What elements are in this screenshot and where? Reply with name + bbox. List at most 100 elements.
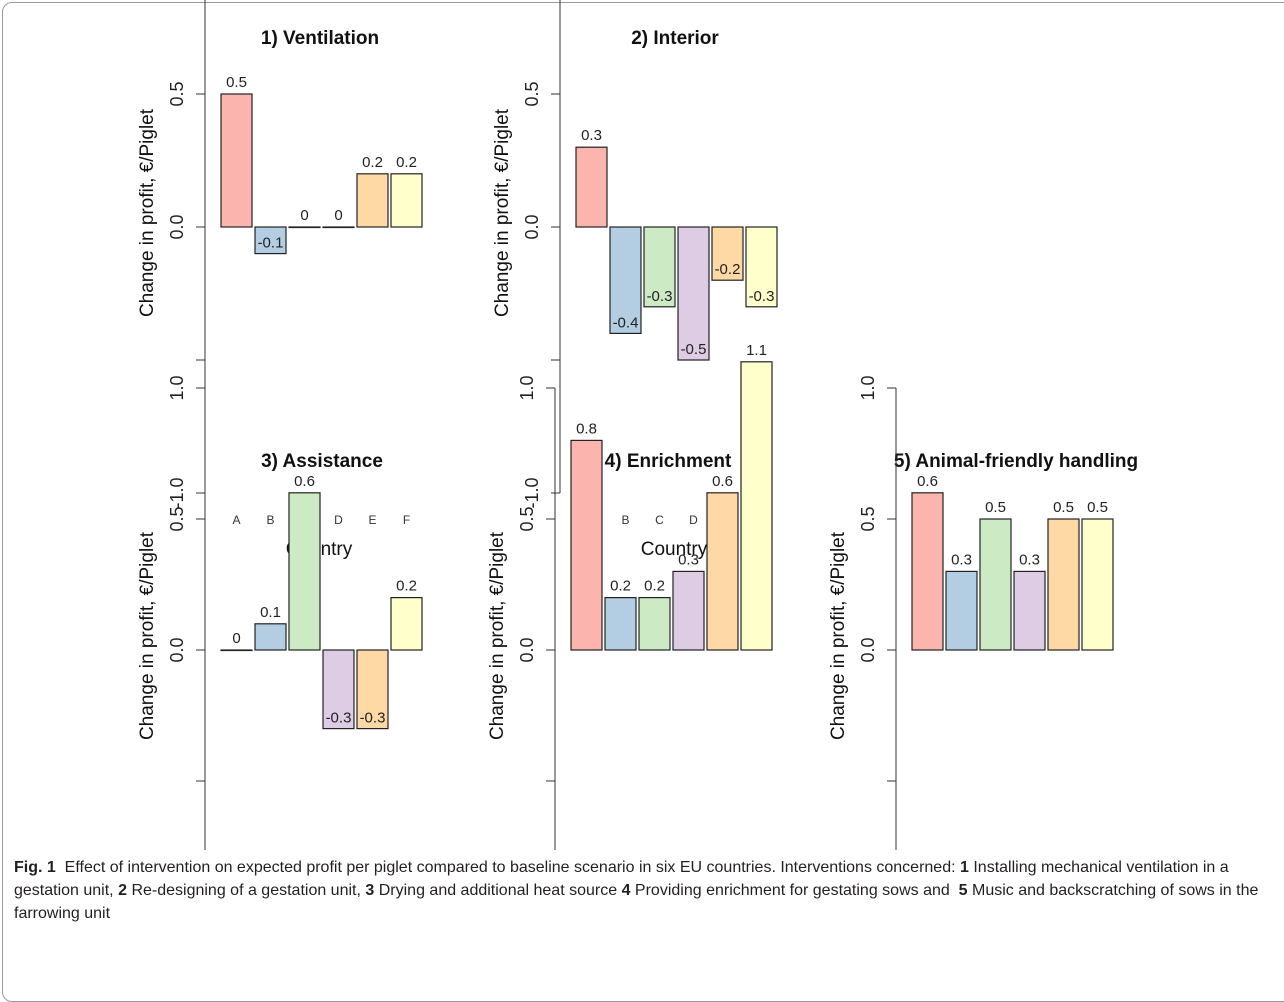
chart-3-data-label-F: 0.2 [396,578,417,595]
chart-1-x-tick-label-A: A [232,513,240,527]
caption-fig-label: Fig. 1 [14,859,56,876]
chart-3-bar-F [390,596,423,651]
chart-1-data-label-F: 0.2 [396,154,417,171]
caption-item-3-text: Drying and additional heat source [378,882,618,899]
chart-3-title: 3) Assistance [261,451,383,472]
chart-2-bar-D [677,226,710,361]
chart-3-bar-B [254,623,287,651]
chart-2-data-label-A: 0.3 [581,127,602,144]
chart-5-bar-A [911,492,944,651]
chart-2-title: 2) Interior [631,28,719,49]
chart-1-x-tick-label-B: B [266,513,274,527]
chart-2-data-label-B: -0.4 [613,314,639,331]
chart-2-data-label-C: -0.3 [647,288,673,305]
chart-4-y-tick-label: 1.0 [517,375,537,400]
caption-item-2-text: Re-designing of a gestation unit, [131,882,361,899]
chart-3-bar-E [356,649,389,730]
chart-2-y-tick-label: -1.0 [522,477,542,508]
chart-2-data-label-F: -0.3 [749,288,775,305]
chart-2-bar-E [711,226,744,281]
caption-item-2-num: 2 [118,882,127,899]
chart-2-y-tick-label: 0.0 [522,214,542,239]
chart-4-data-label-A: 0.8 [576,420,597,437]
charts-canvas: 1) Ventilation -1.0 0.0 0.5 1.0 Change in pro… [137,0,1138,850]
chart-5-y-label: Change in profit, €/Piglet [828,531,849,740]
chart-2-x-tick-label-B: B [621,513,629,527]
chart-4-data-label-C: 0.2 [644,578,665,595]
chart-1-data-label-C: 0 [300,207,308,224]
chart-4-title: 4) Enrichment [605,451,732,472]
caption-item-5-text: Music and backscratching of sows in the … [14,882,1259,922]
chart-2-x-tick-label-D: D [689,513,698,527]
chart-4-data-label-E: 0.6 [712,473,733,490]
chart-3-data-label-B: 0.1 [260,604,281,621]
chart-3-bar-D [322,649,355,730]
chart-5-bar-B [945,570,978,651]
chart-1-x-tick-label-F: F [403,513,410,527]
chart-1-data-label-E: 0.2 [362,154,383,171]
chart-5-y-tick-label: 1.0 [858,375,878,400]
chart-5-title: 5) Animal-friendly handling [894,451,1138,472]
caption-item-3-num: 3 [365,882,375,899]
chart-2-y-label: Change in profit, €/Piglet [492,108,513,317]
chart-2-bar-C [643,226,676,308]
chart-2-x-label: Country [641,539,708,560]
chart-1-bar-B [254,226,287,255]
chart-5-data-label-F: 0.5 [1087,499,1108,516]
chart-4-bar-C [638,596,671,651]
caption-item-5-num: 5 [958,882,968,899]
chart-1-title: 1) Ventilation [261,28,379,49]
chart-5-bar-D [1013,570,1046,651]
chart-5-data-label-C: 0.5 [985,499,1006,516]
chart-1-y-tick-label: 0.0 [167,214,187,239]
chart-5-bar-E [1047,518,1080,651]
chart-1-bar-F [390,173,423,228]
chart-1-y-tick-label: 0.5 [167,81,187,106]
chart-2-data-label-D: -0.5 [681,341,707,358]
chart-1-bar-C [288,226,321,229]
chart-3-bar-C [288,492,321,651]
chart-2-data-label-E: -0.2 [715,261,741,278]
chart-3-bar-A [220,649,253,652]
chart-3-y-tick-label: 1.0 [167,375,187,400]
chart-3-y-tick-label: 0.0 [167,637,187,662]
chart-5-y-tick-label: 0.5 [858,506,878,531]
chart-3-y-tick-label: 0.5 [167,506,187,531]
chart-1-bar-D [322,226,355,229]
chart-3-data-label-D: -0.3 [326,710,352,727]
caption-item-1-text: Installing mechanical ventilation in a g… [14,859,1229,899]
chart-1-x-tick-label-E: E [368,513,376,527]
chart-3-data-label-A: 0 [232,630,240,647]
chart-2-bar-B [609,226,642,335]
chart-5-data-label-D: 0.3 [1019,551,1040,568]
chart-3-data-label-E: -0.3 [360,710,386,727]
chart-1-y-tick-label: -1.0 [167,477,187,508]
chart-1-bar-A [220,93,253,228]
chart-3-y-label: Change in profit, €/Piglet [137,531,158,740]
chart-5-data-label-B: 0.3 [951,551,972,568]
chart-4-y-tick-label: 0.5 [517,506,537,531]
chart-4-bar-A [570,439,603,651]
figure-caption: Fig. 1 Effect of intervention on expecte… [14,856,1272,925]
chart-4-data-label-F: 1.1 [746,342,767,359]
caption-item-4-text: Providing enrichment for gestating sows … [634,882,950,899]
chart-5-bar-C [979,518,1012,651]
chart-4-bar-B [604,596,637,651]
chart-2-bar-A [575,146,608,228]
chart-4-y-label: Change in profit, €/Piglet [487,531,508,740]
chart-2-y-tick-label: 0.5 [522,81,542,106]
chart-2-x-tick-label-C: C [655,513,664,527]
chart-5-y-tick-label: 0.0 [858,637,878,662]
chart-4-data-label-B: 0.2 [610,578,631,595]
caption-intro: Effect of intervention on expected profi… [64,859,956,876]
caption-item-1-num: 1 [960,859,969,876]
chart-1-data-label-D: 0 [334,207,342,224]
chart-5-data-label-A: 0.6 [917,473,938,490]
chart-4-bar-E [706,492,739,651]
chart-4-bar-F [740,361,773,651]
chart-1-bar-E [356,173,389,228]
chart-1-x-tick-label-D: D [334,513,343,527]
chart-1-y-label: Change in profit, €/Piglet [137,108,158,317]
chart-1-data-label-B: -0.1 [258,235,284,252]
chart-5-data-label-E: 0.5 [1053,499,1074,516]
